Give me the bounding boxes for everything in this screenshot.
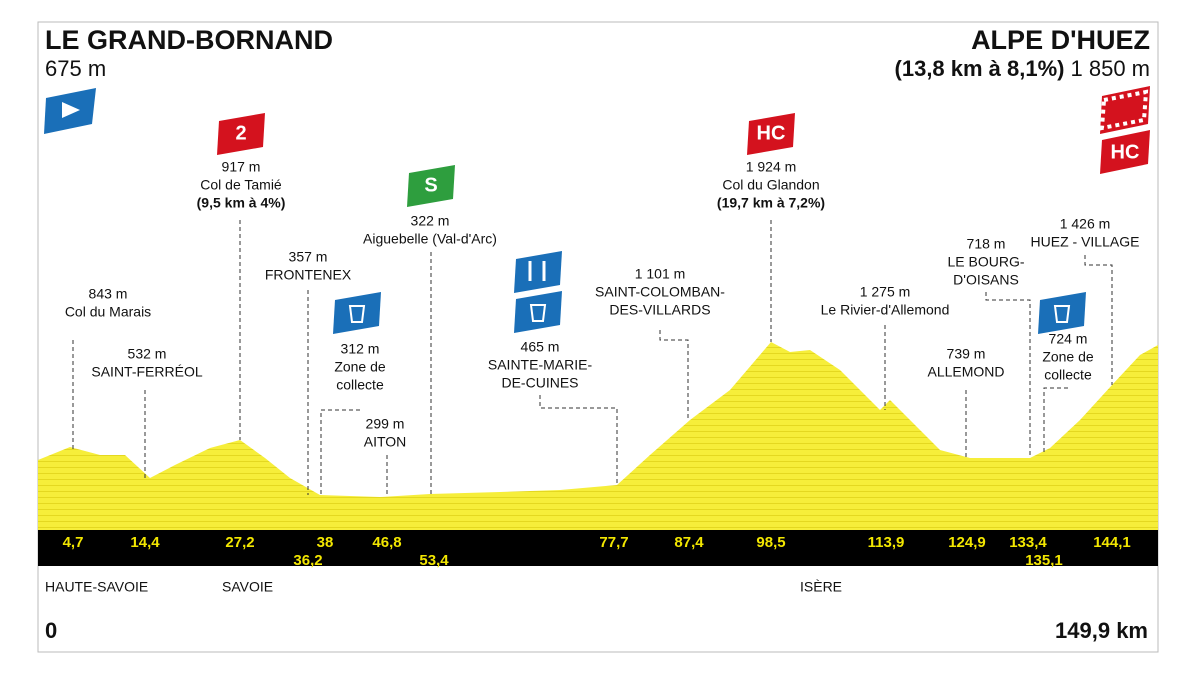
waypoint-label: 532 m [128, 346, 167, 362]
km-band [38, 530, 1158, 566]
waypoint-label: DES-VILLARDS [609, 302, 710, 318]
finish-name: ALPE D'HUEZ [971, 25, 1150, 55]
finish-altitude: 1 850 m [1071, 56, 1151, 81]
food-icon-glyph [528, 261, 546, 281]
waypoint-label: Col de Tamié [200, 177, 282, 193]
waste-icon [1038, 292, 1086, 334]
finish-info: (13,8 km à 8,1%) 1 850 m [895, 56, 1150, 81]
waypoint-label: 1 101 m [635, 266, 686, 282]
waypoint-label: 465 m [521, 339, 560, 355]
waypoint-label: 843 m [89, 286, 128, 302]
waypoint-label: 724 m [1049, 331, 1088, 347]
waypoint-label: collecte [336, 377, 384, 393]
km-label: 14,4 [130, 534, 160, 551]
waypoint-label: 739 m [947, 346, 986, 362]
waste-icon-glyph [529, 304, 547, 322]
waypoint-label: HUEZ - VILLAGE [1031, 234, 1140, 250]
distance-end: 149,9 km [1055, 618, 1148, 643]
leader-line [1084, 255, 1113, 385]
waypoint-label: DE-CUINES [501, 375, 578, 391]
waypoint-label: Col du Marais [65, 304, 151, 320]
km-label: 87,4 [674, 534, 704, 551]
km-label: 135,1 [1025, 552, 1063, 569]
waypoint-label: 1 426 m [1060, 216, 1111, 232]
waypoint-label: 357 m [289, 249, 328, 265]
leader-line [1043, 387, 1068, 455]
waypoint-label: LE BOURG- [947, 254, 1024, 270]
waypoint-label: AITON [364, 434, 407, 450]
badge-label: HC [757, 122, 786, 144]
frame [37, 21, 1159, 653]
km-label: 133,4 [1009, 534, 1047, 551]
km-label: 144,1 [1093, 534, 1131, 551]
finish-badge-label: HC [1111, 141, 1140, 163]
km-label: 98,5 [756, 534, 785, 551]
km-label: 53,4 [419, 552, 449, 569]
km-label: 38 [317, 534, 334, 551]
leader-line [985, 292, 1031, 458]
badge-label: S [424, 174, 437, 196]
finish-checker [1099, 89, 1149, 131]
climb-info: (9,5 km à 4%) [197, 195, 286, 211]
waypoint-label: 1 275 m [860, 284, 911, 300]
elevation-profile [38, 342, 1158, 530]
waypoint-label: 718 m [967, 236, 1006, 252]
waypoint-label: ALLEMOND [927, 364, 1004, 380]
finish-badge [1100, 130, 1150, 174]
leader-line [659, 330, 689, 420]
start-altitude: 675 m [45, 56, 106, 81]
waypoint-label: FRONTENEX [265, 267, 352, 283]
badge [407, 165, 455, 207]
waypoint-label: 322 m [411, 213, 450, 229]
waypoint-label: SAINT-FERRÉOL [91, 364, 202, 380]
waste-icon [514, 291, 562, 333]
km-label: 46,8 [372, 534, 401, 551]
badge [217, 113, 265, 155]
start-name: LE GRAND-BORNAND [45, 25, 333, 55]
waypoint-label: Zone de [1042, 349, 1094, 365]
climb-info: (19,7 km à 7,2%) [717, 195, 825, 211]
km-label: 27,2 [225, 534, 254, 551]
waypoint-label: 312 m [341, 341, 380, 357]
food-icon [514, 251, 562, 293]
km-label: 36,2 [293, 552, 322, 569]
waypoint-label: Col du Glandon [722, 177, 819, 193]
leader-line [320, 409, 360, 495]
region: SAVOIE [222, 579, 273, 595]
waypoint-label: 917 m [222, 159, 261, 175]
waypoint-label: SAINT-COLOMBAN- [595, 284, 725, 300]
waypoint-label: collecte [1044, 367, 1092, 383]
km-label: 77,7 [599, 534, 628, 551]
finish-climb: (13,8 km à 8,1%) [895, 56, 1065, 81]
km-label: 124,9 [948, 534, 986, 551]
waste-icon-glyph [348, 305, 366, 323]
waypoint-label: D'OISANS [953, 272, 1019, 288]
km-label: 113,9 [868, 534, 905, 551]
km-label: 4,7 [63, 534, 84, 551]
region: HAUTE-SAVOIE [45, 579, 148, 595]
distance-start: 0 [45, 618, 57, 643]
waypoint-label: Aiguebelle (Val-d'Arc) [363, 231, 497, 247]
waste-icon [333, 292, 381, 334]
badge [747, 113, 795, 155]
waypoint-label: Zone de [334, 359, 386, 375]
waypoint-label: SAINTE-MARIE- [488, 357, 593, 373]
waypoint-label: Le Rivier-d'Allemond [821, 302, 950, 318]
waste-icon-glyph [1053, 305, 1071, 323]
start-flag-arrow [62, 102, 80, 118]
waypoint-label: 1 924 m [746, 159, 797, 175]
leader-line [539, 395, 618, 485]
badge-label: 2 [235, 122, 246, 144]
waypoint-label: 299 m [366, 416, 405, 432]
region: ISÈRE [800, 579, 842, 595]
